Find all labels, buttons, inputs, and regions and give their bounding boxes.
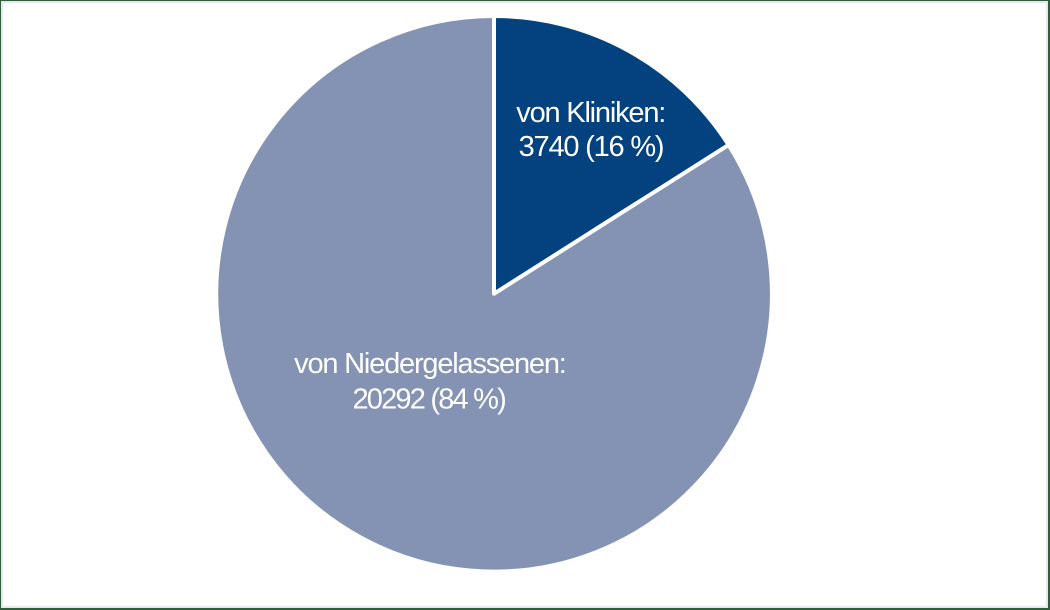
svg-text:20292 (84 %): 20292 (84 %)	[352, 383, 505, 415]
svg-text:von Niedergelassenen:: von Niedergelassenen:	[294, 348, 565, 380]
svg-text:3740 (16 %): 3740 (16 %)	[519, 131, 664, 163]
svg-text:von Kliniken:: von Kliniken:	[516, 97, 665, 129]
